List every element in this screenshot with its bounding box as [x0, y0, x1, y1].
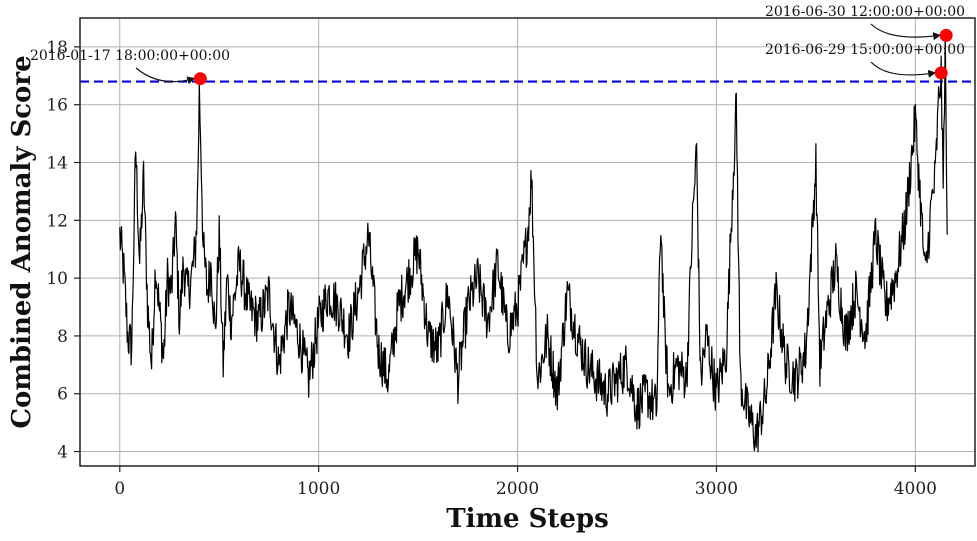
axes: 0 1000 2000 3000 4000 4 6 8 10 12 14 16 18 [46, 17, 976, 499]
grid-lines [80, 18, 975, 466]
y-tick-label: 16 [46, 96, 68, 116]
anomaly-label: 2016-06-30 12:00:00+00:00 [765, 4, 965, 20]
x-tick-label: 2000 [496, 479, 539, 499]
plot-frame [79, 17, 976, 467]
anomaly-label: 2016-06-29 15:00:00+00:00 [765, 42, 965, 58]
anomaly-point [939, 28, 953, 42]
y-tick-label: 18 [46, 38, 68, 58]
x-tick-label: 3000 [695, 479, 738, 499]
anomaly-point [193, 72, 207, 86]
y-tick-label: 4 [57, 443, 68, 463]
y-tick-label: 10 [46, 269, 68, 289]
x-tick-label: 4000 [894, 479, 937, 499]
y-tick-label: 14 [46, 154, 68, 174]
x-tick-label: 0 [114, 479, 125, 499]
y-tick-label: 8 [57, 327, 68, 347]
series-line [119, 30, 948, 453]
y-tick-label: 12 [46, 211, 68, 231]
annotation-arrow [135, 67, 196, 85]
annotation-arrow [870, 61, 937, 78]
annotation-arrow [870, 23, 942, 41]
y-tick-label: 6 [57, 385, 68, 405]
x-tick-label: 1000 [297, 479, 340, 499]
y-axis-title: Combined Anomaly Score [7, 55, 37, 428]
x-axis-title: Time Steps [446, 504, 608, 534]
anomaly-point [934, 66, 948, 80]
plot-area: 2016-01-17 18:00:00+00:00 2016-06-29 15:0… [30, 4, 975, 453]
